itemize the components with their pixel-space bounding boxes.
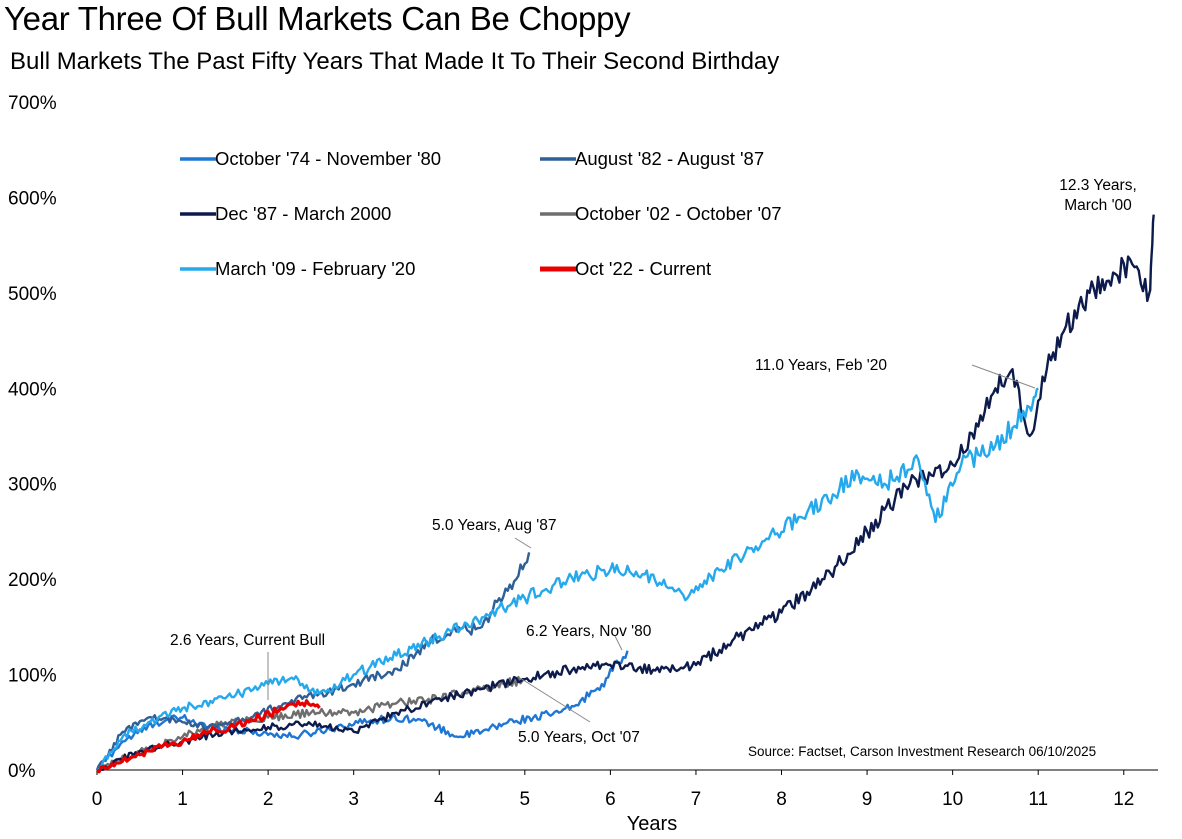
legend-label: March '09 - February '20 [215,258,415,279]
x-tick-label: 11 [1028,789,1048,810]
series-line [95,650,629,771]
chart-subtitle: Bull Markets The Past Fifty Years That M… [10,48,780,75]
chart-title: Year Three Of Bull Markets Can Be Choppy [4,0,631,37]
x-tick-label: 8 [776,789,787,810]
leader-line-aug87 [514,537,532,549]
x-tick-label: 2 [263,789,274,810]
legend-label: August '82 - August '87 [575,148,764,169]
annotation-march-00-line1: 12.3 Years, [1059,177,1137,194]
x-tick-label: 12 [1113,789,1134,810]
x-tick-label: 10 [942,789,963,810]
x-axis-title: Years [627,813,677,835]
x-tick-label: 3 [348,789,359,810]
x-tick-label: 6 [605,789,616,810]
series-line [96,675,526,772]
legend-label: October '74 - November '80 [215,148,441,169]
x-tick-label: 0 [92,789,103,810]
legend-label: Dec '87 - March 2000 [215,203,391,224]
series-line [96,214,1155,772]
series-line [96,387,1039,772]
y-tick-label: 100% [8,666,57,687]
annotation-nov-80: 6.2 Years, Nov '80 [526,623,652,640]
y-tick-label: 700% [8,93,57,114]
y-tick-label: 500% [8,284,57,305]
series-line [95,699,321,774]
x-tick-label: 5 [520,789,531,810]
y-tick-label: 400% [8,379,57,400]
annotation-oct-07: 5.0 Years, Oct '07 [518,729,640,746]
annotation-feb-20: 11.0 Years, Feb '20 [755,357,887,374]
annotation-current-bull: 2.6 Years, Current Bull [170,632,325,649]
leader-line-feb20 [971,364,1036,389]
y-tick-label: 0% [8,761,36,782]
leader-line-nov80 [614,635,623,651]
x-tick-label: 7 [691,789,702,810]
x-tick-label: 1 [177,789,188,810]
y-tick-label: 200% [8,570,57,591]
x-tick-label: 4 [434,789,445,810]
annotation-aug-87: 5.0 Years, Aug '87 [432,517,556,534]
y-tick-label: 600% [8,188,57,209]
annotation-march-00-line2: March '00 [1064,197,1132,214]
source-note: Source: Factset, Carson Investment Resea… [748,744,1096,759]
legend-label: October '02 - October '07 [575,203,782,224]
legend-label: Oct '22 - Current [575,258,711,279]
x-tick-label: 9 [862,789,873,810]
y-tick-label: 300% [8,475,57,496]
leader-line-oct07 [519,677,591,723]
